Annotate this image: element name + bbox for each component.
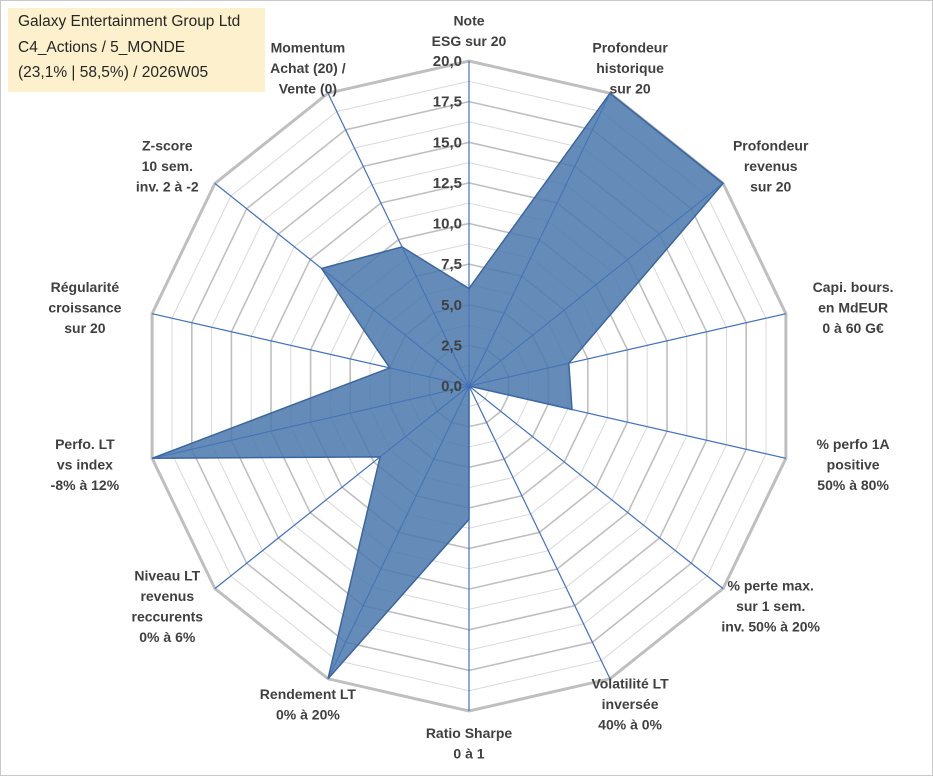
series-area [151, 92, 725, 680]
tick-label: 10,0 [433, 216, 462, 233]
tick-label: 12,5 [433, 175, 462, 192]
axis-label: Profondeur revenus sur 20 [733, 137, 809, 194]
axis-label: Régularité croissance sur 20 [48, 279, 121, 336]
tick-label: 20,0 [433, 53, 462, 70]
axis-spoke-overlay [468, 313, 786, 387]
axis-label: Rendement LT 0% à 20% [260, 686, 357, 723]
tick-label: 7,5 [441, 256, 462, 273]
axis-spoke-overlay [468, 385, 724, 589]
tick-label: 0,0 [441, 378, 462, 395]
axis-spoke-overlay [468, 93, 611, 387]
axis-label: Z-score 10 sem. inv. 2 à -2 [136, 137, 199, 194]
axis-spoke-overlay [152, 385, 470, 459]
axis-label: Niveau LT revenus reccurents 0% à 6% [132, 567, 204, 645]
tick-label: 5,0 [441, 297, 462, 314]
axis-spoke-overlay [468, 385, 786, 459]
axis-spoke-overlay [214, 183, 470, 387]
category-label: C4_Actions / 5_MONDE [18, 39, 186, 56]
axis-spoke-overlay [327, 385, 470, 679]
axis-labels: Note ESG sur 20 Profondeur historique sur 20… [48, 13, 893, 762]
tick-label: 17,5 [433, 94, 462, 111]
radar-series [151, 61, 786, 711]
axis-label: Volatilité LT inversée 40% à 0% [591, 676, 669, 733]
axis-label: Ratio Sharpe 0 à 1 [426, 725, 513, 762]
tick-label: 2,5 [441, 337, 462, 354]
axis-label: % perte max. sur 1 sem. inv. 50% à 20% [721, 578, 820, 635]
radial-ticks: 0,0 2,5 5,0 7,5 10,0 12,5 15,0 17,5 20,0 [433, 53, 462, 395]
stats-label: (23,1% | 58,5%) / 2026W05 [18, 64, 209, 81]
axis-label: % perfo 1A positive 50% à 80% [817, 436, 890, 493]
company-name: Galaxy Entertainment Group Ltd [18, 13, 241, 30]
axis-spoke-overlay [152, 313, 470, 387]
axis-spoke-overlay [468, 385, 611, 679]
axis-label: Perfo. LT vs index -8% à 12% [51, 436, 120, 493]
tick-label: 15,0 [433, 134, 462, 151]
axis-spoke-overlay [214, 385, 470, 589]
axis-spoke-overlay [468, 183, 724, 387]
info-box: Galaxy Entertainment Group Ltd C4_Action… [8, 8, 265, 92]
axis-spoke-overlay [327, 93, 470, 387]
axis-label: Capi. bours. en MdEUR 0 à 60 G€ [813, 279, 894, 336]
axis-label: Note ESG sur 20 [432, 13, 507, 50]
axis-label: Momentum Achat (20) / Vente (0) [270, 40, 346, 97]
axis-label: Profondeur historique sur 20 [592, 40, 668, 97]
